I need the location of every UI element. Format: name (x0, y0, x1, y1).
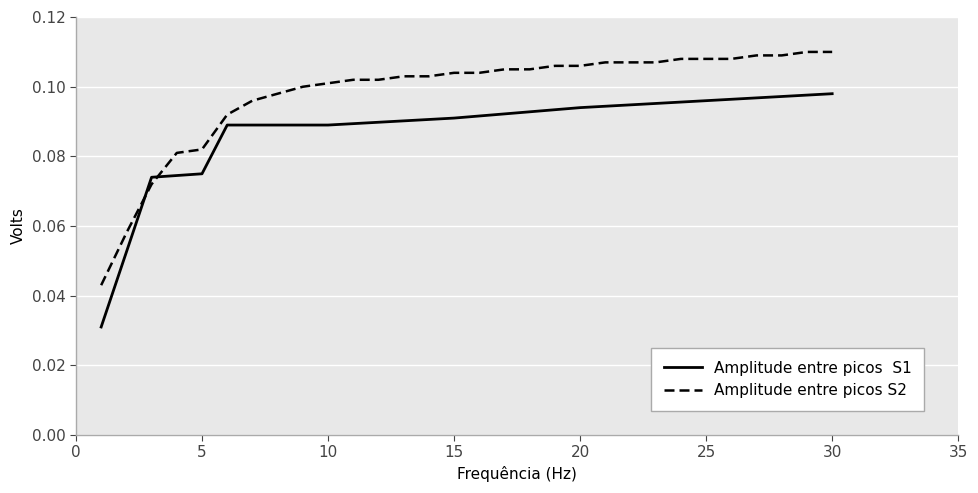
Line: Amplitude entre picos S2: Amplitude entre picos S2 (101, 52, 831, 285)
Amplitude entre picos S2 (246, 98, 258, 104)
Amplitude entre picos S2 (171, 150, 183, 156)
Amplitude entre picos S2 (196, 146, 207, 152)
Amplitude entre picos S2 (498, 67, 510, 72)
Amplitude entre picos  S1 (146, 175, 157, 180)
Amplitude entre picos S2 (523, 67, 535, 72)
X-axis label: Frequência (Hz): Frequência (Hz) (457, 466, 576, 482)
Amplitude entre picos S2 (549, 63, 560, 69)
Amplitude entre picos S2 (347, 77, 359, 83)
Amplitude entre picos S2 (599, 60, 610, 66)
Amplitude entre picos  S1 (196, 171, 207, 177)
Line: Amplitude entre picos  S1: Amplitude entre picos S1 (101, 94, 831, 327)
Legend: Amplitude entre picos  S1, Amplitude entre picos S2: Amplitude entre picos S1, Amplitude entr… (650, 349, 923, 411)
Amplitude entre picos S2 (699, 56, 711, 62)
Amplitude entre picos S2 (675, 56, 687, 62)
Amplitude entre picos S2 (574, 63, 586, 69)
Amplitude entre picos S2 (296, 84, 308, 90)
Amplitude entre picos  S1 (825, 91, 837, 97)
Amplitude entre picos S2 (448, 70, 460, 76)
Amplitude entre picos  S1 (95, 324, 107, 330)
Amplitude entre picos  S1 (221, 122, 233, 128)
Amplitude entre picos S2 (776, 52, 787, 58)
Amplitude entre picos S2 (422, 73, 434, 79)
Amplitude entre picos S2 (725, 56, 736, 62)
Amplitude entre picos S2 (95, 282, 107, 288)
Amplitude entre picos S2 (473, 70, 485, 76)
Amplitude entre picos S2 (221, 111, 233, 117)
Amplitude entre picos S2 (397, 73, 409, 79)
Amplitude entre picos S2 (649, 60, 661, 66)
Amplitude entre picos S2 (750, 52, 762, 58)
Amplitude entre picos S2 (800, 49, 812, 55)
Amplitude entre picos S2 (825, 49, 837, 55)
Amplitude entre picos  S1 (448, 115, 460, 121)
Amplitude entre picos S2 (146, 181, 157, 187)
Amplitude entre picos S2 (272, 91, 284, 97)
Amplitude entre picos  S1 (322, 122, 333, 128)
Y-axis label: Volts: Volts (11, 208, 26, 245)
Amplitude entre picos S2 (373, 77, 384, 83)
Amplitude entre picos S2 (322, 80, 333, 86)
Amplitude entre picos  S1 (574, 105, 586, 110)
Amplitude entre picos  S1 (699, 98, 711, 104)
Amplitude entre picos S2 (120, 230, 132, 236)
Amplitude entre picos S2 (624, 60, 636, 66)
